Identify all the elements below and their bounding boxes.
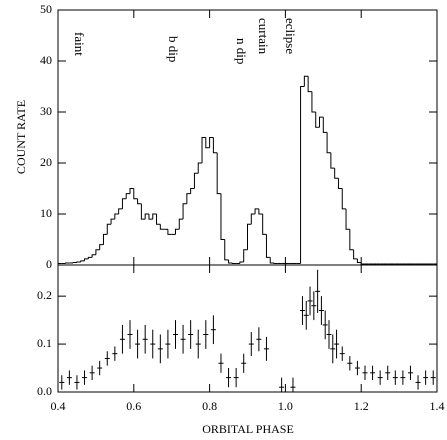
histogram-step <box>140 203 146 220</box>
histogram-step <box>243 249 248 262</box>
x-tick-label: 0.4 <box>51 399 66 413</box>
x-tick-label: 1.0 <box>278 399 293 413</box>
histogram-step <box>254 208 259 214</box>
histogram-step <box>330 152 335 169</box>
histogram-step <box>250 213 256 225</box>
y-tick-label: 0.0 <box>37 384 52 398</box>
histogram-step <box>307 76 312 93</box>
histogram-step <box>190 188 195 194</box>
histogram-step <box>262 214 267 235</box>
histogram-step <box>224 239 229 261</box>
histogram-step <box>91 254 96 258</box>
histogram-step <box>110 218 115 225</box>
histogram-step <box>201 137 206 163</box>
histogram-step <box>300 86 305 264</box>
histogram-step <box>178 218 184 230</box>
histogram-step <box>353 249 358 260</box>
x-tick-label: 0.8 <box>202 399 217 413</box>
histogram-step <box>57 262 62 265</box>
histogram-step <box>322 117 328 133</box>
histogram-step <box>186 193 191 204</box>
histogram-step <box>80 260 85 262</box>
y-tick-label: 50 <box>40 2 52 16</box>
histogram-step <box>167 229 172 235</box>
histogram-step <box>315 112 320 128</box>
histogram-step <box>311 91 316 113</box>
histogram-step <box>95 249 100 255</box>
histogram-step <box>84 258 89 261</box>
histogram-step <box>106 223 112 235</box>
histogram-step <box>356 258 362 263</box>
histogram-step <box>231 262 237 264</box>
histogram-step <box>65 262 70 264</box>
y-tick-label: 0.2 <box>37 288 52 302</box>
histogram-step <box>197 162 203 174</box>
annotation: b dip <box>166 36 181 62</box>
histogram-step <box>216 152 221 195</box>
histogram-step <box>118 208 123 214</box>
histogram-step <box>102 233 108 245</box>
annotation: eclipse <box>283 18 298 54</box>
histogram-step <box>133 188 138 200</box>
histogram-step <box>220 193 225 240</box>
histogram-step <box>273 262 278 264</box>
y-tick-label: 30 <box>40 104 52 118</box>
histogram-step <box>144 213 149 220</box>
x-tick-label: 0.6 <box>126 399 141 413</box>
histogram-step <box>99 244 104 250</box>
histogram-step <box>114 213 119 220</box>
y-axis-label: COUNT RATE <box>14 100 28 174</box>
histogram-step <box>349 229 354 251</box>
histogram-step <box>72 261 77 263</box>
histogram-step <box>337 178 343 189</box>
x-tick-label: 1.4 <box>430 399 445 413</box>
histogram-step <box>247 223 252 250</box>
y-tick-label: 20 <box>40 155 52 169</box>
histogram-step <box>125 193 131 199</box>
histogram-step <box>137 198 142 205</box>
histogram-step <box>341 188 347 210</box>
histogram-step <box>152 213 157 220</box>
plot-frame <box>57 264 438 393</box>
histogram-step <box>303 75 309 87</box>
histogram-step <box>269 257 275 264</box>
histogram-step <box>193 172 199 189</box>
histogram-step <box>360 262 365 265</box>
x-tick-label: 1.2 <box>354 399 369 413</box>
histogram-step <box>129 188 134 194</box>
histogram-step <box>265 234 271 258</box>
y-tick-label: 40 <box>40 53 52 67</box>
histogram-step <box>205 137 210 149</box>
histogram-step <box>212 137 218 154</box>
histogram-step <box>156 214 161 225</box>
y-tick-label: 10 <box>40 206 52 220</box>
histogram-step <box>182 203 187 220</box>
histogram-step <box>319 116 324 128</box>
annotation: faint <box>72 32 87 56</box>
histogram-step <box>148 214 153 220</box>
y-tick-label: 0 <box>46 257 52 271</box>
histogram-step <box>228 259 233 264</box>
annotation: n dip <box>234 38 249 64</box>
histogram-step <box>239 261 244 264</box>
annotation: curtain <box>256 18 271 55</box>
y-tick-label: 0.1 <box>37 336 52 350</box>
histogram-step <box>258 208 263 215</box>
histogram-step <box>121 198 127 209</box>
histogram-step <box>209 137 214 148</box>
histogram-step <box>87 256 93 259</box>
x-axis-label: ORBITAL PHASE <box>202 422 294 436</box>
histogram-step <box>76 261 81 263</box>
histogram-step <box>159 224 165 230</box>
histogram-step <box>174 228 180 235</box>
histogram-step <box>326 132 331 154</box>
histogram-step <box>345 208 350 230</box>
histogram-step <box>334 168 339 179</box>
